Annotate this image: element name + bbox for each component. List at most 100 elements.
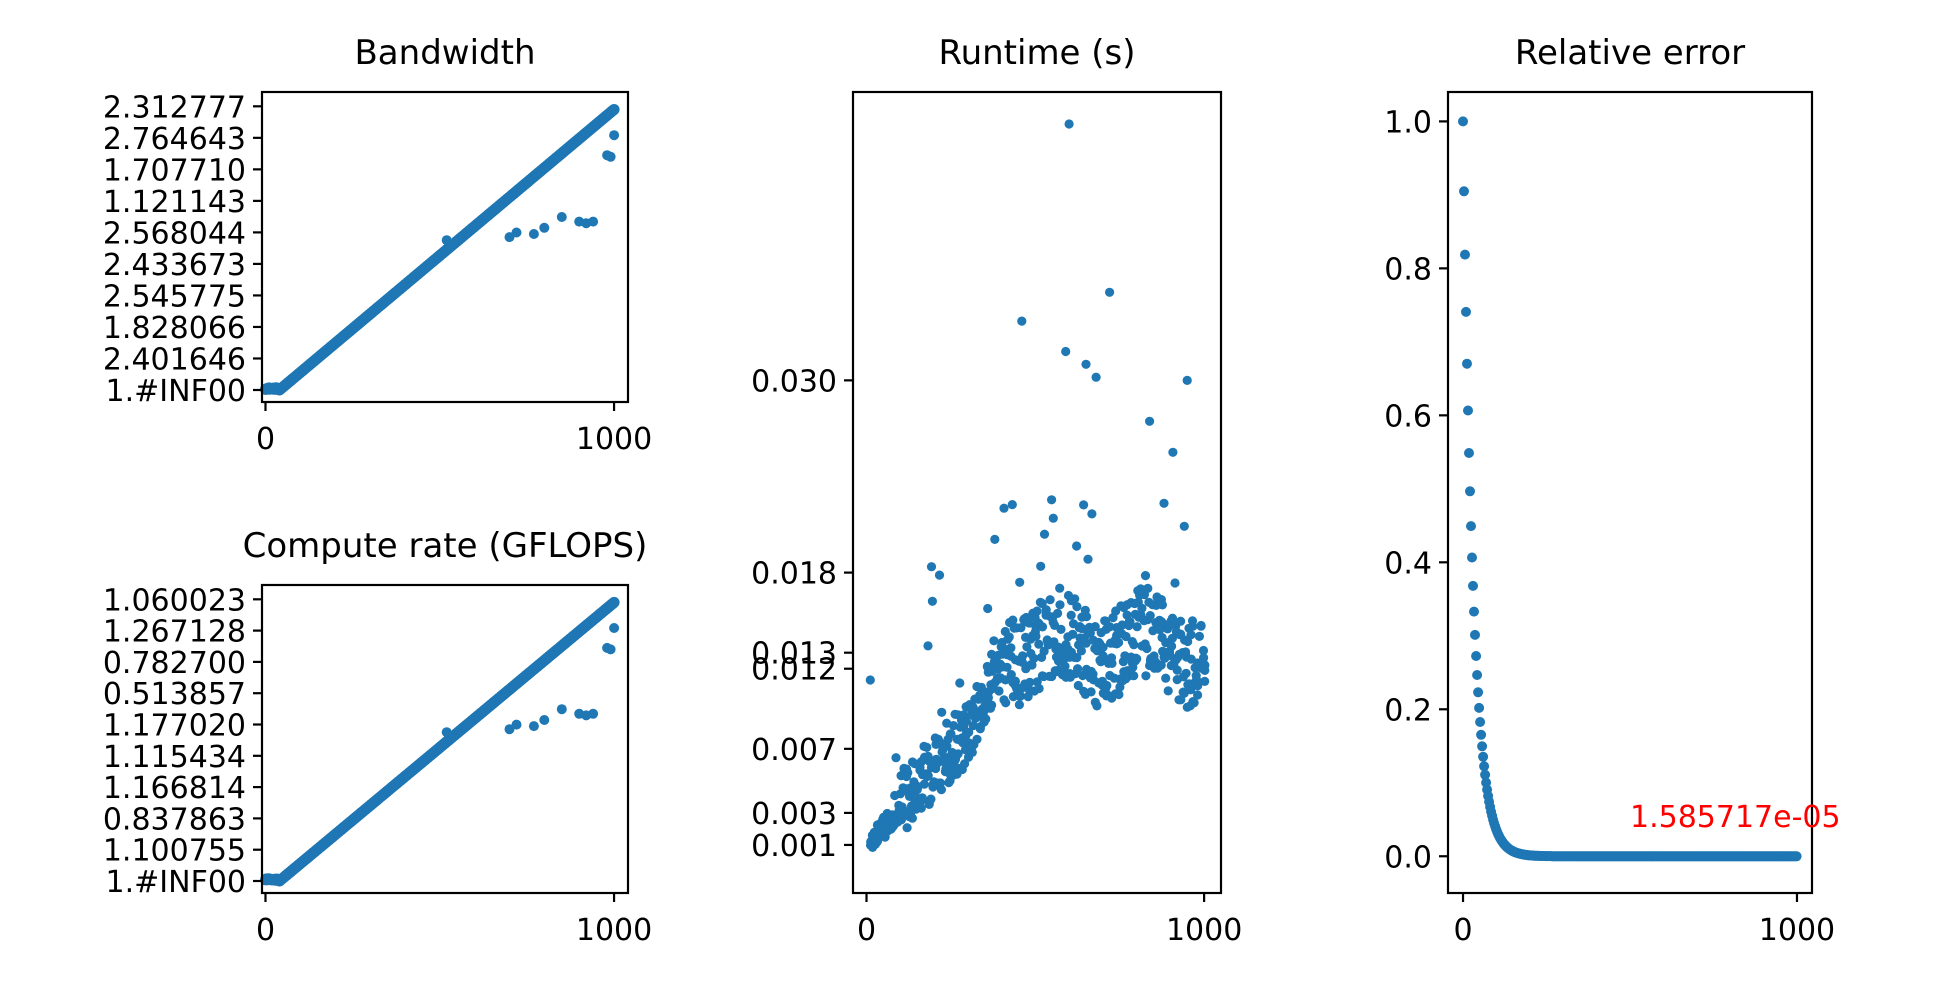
runtime-point-292 — [1029, 653, 1039, 664]
runtime-point-336 — [1055, 583, 1065, 593]
runtime-point-159 — [955, 678, 965, 688]
relerr-point-5 — [1463, 405, 1473, 416]
runtime-title: Runtime (s) — [938, 33, 1135, 73]
runtime-point-265 — [1014, 700, 1024, 710]
runtime-point-207 — [983, 603, 993, 614]
relerr-point-16 — [1474, 702, 1485, 713]
relerr-annotation: 1.585717e-05 — [1630, 800, 1841, 835]
bandwidth-point-409 — [588, 216, 599, 227]
runtime-xtick-label: 1000 — [1166, 913, 1242, 948]
relerr-ytick-label: 0.6 — [1384, 399, 1432, 434]
runtime-point-251 — [1006, 670, 1016, 680]
relerr-point-1 — [1459, 186, 1469, 197]
runtime-point-269 — [1015, 691, 1025, 701]
runtime-point-526 — [1161, 673, 1171, 683]
runtime-point-279 — [1022, 642, 1032, 652]
bandwidth-point-404 — [528, 229, 539, 239]
runtime-point-537 — [1167, 613, 1178, 623]
runtime-point-489 — [1141, 671, 1151, 681]
bandwidth-axes-frame — [260, 90, 630, 404]
compute-ytick-label: 1.115434 — [103, 740, 246, 775]
bandwidth-ytick-label: 2.545775 — [103, 279, 246, 314]
runtime-point-494 — [1142, 643, 1152, 654]
runtime-point-395 — [1087, 509, 1097, 519]
runtime-ytick-label: 0.003 — [751, 797, 837, 832]
runtime-point-250 — [1006, 643, 1016, 653]
runtime-point-443 — [1114, 689, 1124, 700]
runtime-point-536 — [1167, 641, 1177, 651]
runtime-point-559 — [1179, 521, 1189, 531]
relerr-point-333 — [1791, 851, 1802, 862]
runtime-point-359 — [1066, 610, 1076, 620]
relerr-ytick-label: 0.2 — [1384, 693, 1432, 728]
runtime-point-282 — [1025, 677, 1035, 687]
runtime-point-308 — [1037, 622, 1048, 632]
runtime-point-431 — [1107, 658, 1117, 669]
runtime-ytick-label: 0.007 — [751, 733, 837, 768]
compute-point-400 — [608, 596, 620, 608]
bandwidth-point-406 — [556, 212, 567, 222]
runtime-point-90 — [916, 803, 926, 813]
runtime-point-175 — [964, 727, 974, 737]
runtime-point-346 — [1060, 661, 1070, 671]
runtime-point-212 — [983, 692, 994, 703]
bandwidth-ytick-label: 1.121143 — [103, 185, 246, 220]
compute-title: Compute rate (GFLOPS) — [243, 526, 648, 566]
runtime-point-426 — [1105, 622, 1115, 632]
runtime-point-523 — [1159, 498, 1169, 508]
compute-ytick-label: 1.#INF00 — [106, 865, 246, 900]
runtime-point-219 — [989, 636, 999, 646]
runtime-point-302 — [1034, 683, 1044, 694]
compute-ytick-label: 1.060023 — [103, 583, 246, 618]
bandwidth-ytick-label: 2.568044 — [103, 216, 246, 251]
runtime-point-94 — [917, 793, 927, 803]
runtime-point-474 — [1132, 622, 1142, 632]
runtime-point-375 — [1076, 646, 1086, 656]
relerr-point-2 — [1460, 249, 1470, 260]
relerr-panel: Relative error 0 1000 0.0 0.2 0.4 0.6 0.8 1.0 1.5… — [1384, 33, 1840, 948]
runtime-point-421 — [1102, 680, 1112, 691]
runtime-point-572 — [1186, 630, 1196, 640]
relerr-point-7 — [1465, 486, 1475, 497]
runtime-point-47 — [891, 753, 901, 763]
runtime-point-242 — [1001, 698, 1011, 708]
compute-point-412 — [609, 623, 620, 633]
runtime-point-266 — [1015, 577, 1025, 587]
runtime-point-191 — [972, 734, 982, 744]
runtime-point-441 — [1114, 637, 1124, 648]
runtime-xtick-label: 0 — [857, 913, 876, 948]
relerr-ytick-label: 1.0 — [1384, 105, 1432, 140]
runtime-point-144 — [946, 729, 956, 739]
relerr-point-20 — [1478, 751, 1489, 762]
runtime-point-394 — [1086, 687, 1096, 697]
runtime-point-241 — [1000, 675, 1011, 685]
relerr-point-12 — [1470, 629, 1480, 640]
runtime-point-547 — [1172, 665, 1182, 675]
relerr-points — [1458, 116, 1802, 862]
relerr-point-18 — [1476, 729, 1487, 740]
runtime-point-541 — [1170, 578, 1180, 588]
runtime-point-366 — [1072, 602, 1082, 612]
runtime-point-243 — [1002, 662, 1012, 672]
compute-point-403 — [511, 719, 522, 730]
bandwidth-ytick-label: 1.#INF00 — [106, 374, 246, 409]
runtime-point-184 — [968, 721, 978, 731]
runtime-point-300 — [1034, 639, 1044, 649]
runtime-point-337 — [1055, 600, 1065, 610]
runtime-point-136 — [942, 741, 952, 751]
relerr-point-19 — [1477, 741, 1488, 752]
relerr-point-8 — [1466, 521, 1476, 532]
compute-ytick-label: 1.100755 — [103, 834, 246, 869]
runtime-point-386 — [1081, 612, 1092, 622]
runtime-ytick-label: 0.018 — [751, 557, 837, 592]
compute-point-405 — [539, 715, 550, 725]
relerr-axes-frame — [1446, 90, 1814, 895]
runtime-point-578 — [1189, 698, 1199, 708]
runtime-point-517 — [1156, 660, 1166, 670]
runtime-point-519 — [1157, 600, 1167, 610]
runtime-point-76 — [907, 813, 918, 823]
runtime-point-334 — [1053, 608, 1063, 619]
runtime-point-365 — [1070, 594, 1080, 604]
